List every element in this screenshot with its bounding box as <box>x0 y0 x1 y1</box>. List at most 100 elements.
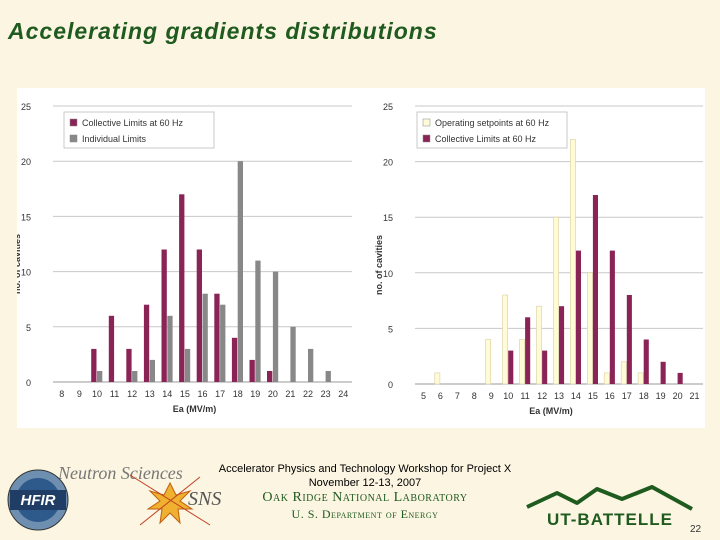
bar-individual-limits-19 <box>255 260 261 382</box>
bar-collective-limits-at-60-hz-13 <box>143 304 150 382</box>
x-axis-label: Ea (MV/m) <box>529 406 573 416</box>
footer-workshop: Accelerator Physics and Technology Works… <box>218 463 512 475</box>
legend: Collective Limits at 60 Hz Individual Lim… <box>63 111 215 149</box>
y-tick-label: 25 <box>383 102 393 112</box>
x-tick-label: 24 <box>338 389 348 399</box>
bar-operating-setpoints-at-60-hz-9 <box>485 339 492 385</box>
bar-collective-limits-at-60-hz-15 <box>592 195 598 384</box>
bar-collective-limits-at-60-hz-19 <box>660 361 666 384</box>
x-tick-label: 22 <box>303 389 313 399</box>
x-axis-label: Ea (MV/m) <box>173 404 217 414</box>
legend-label: Individual Limits <box>82 134 147 144</box>
x-tick-label: 14 <box>162 389 172 399</box>
x-tick-label: 18 <box>639 391 649 401</box>
legend-swatch <box>422 134 431 143</box>
charts-panel: 0 5 10 15 20 25 8 9 10 11 12 13 14 15 16 17 18 19 20 21 22 23… <box>17 88 705 428</box>
y-tick-label: 25 <box>21 102 31 112</box>
y-axis-label: no. of cavities <box>17 234 22 294</box>
bar-operating-setpoints-at-60-hz-6 <box>434 372 441 385</box>
bar-individual-limits-12 <box>132 371 138 382</box>
y-tick-label: 15 <box>21 212 31 222</box>
logos-left: HFIR SNS <box>7 469 221 531</box>
x-tick-label: 19 <box>656 391 666 401</box>
x-tick-label: 18 <box>233 389 243 399</box>
bar-collective-limits-at-60-hz-16 <box>196 249 202 382</box>
bar-collective-limits-at-60-hz-18 <box>231 337 238 382</box>
y-tick-label: 15 <box>383 213 393 223</box>
legend-label: Operating setpoints at 60 Hz <box>435 118 550 128</box>
x-tick-label: 12 <box>537 391 547 401</box>
x-tick-label: 5 <box>421 391 426 401</box>
legend: Operating setpoints at 60 Hz Collective L… <box>416 111 568 149</box>
x-tick-label: 7 <box>455 391 460 401</box>
y-tick-label: 20 <box>383 158 393 168</box>
bar-operating-setpoints-at-60-hz-12 <box>536 305 542 385</box>
y-tick-label: 0 <box>388 380 393 390</box>
page-number: 22 <box>690 524 702 535</box>
hfir-logo: HFIR <box>7 469 69 531</box>
bar-collective-limits-at-60-hz-12 <box>126 348 132 382</box>
x-tick-label: 15 <box>180 389 190 399</box>
bar-individual-limits-18 <box>237 161 243 382</box>
neutron-sciences-logo: Neutron Sciences <box>58 463 183 483</box>
x-tick-label: 12 <box>127 389 137 399</box>
bar-collective-limits-at-60-hz-14 <box>575 250 581 384</box>
bar-collective-limits-at-60-hz-13 <box>559 306 565 384</box>
y-tick-label: 10 <box>383 269 393 279</box>
bar-operating-setpoints-at-60-hz-10 <box>502 294 509 385</box>
x-tick-label: 11 <box>520 391 529 401</box>
bar-individual-limits-13 <box>149 359 155 382</box>
x-tick-label: 16 <box>197 389 207 399</box>
bar-individual-limits-10 <box>97 371 103 382</box>
bar-individual-limits-21 <box>290 326 296 382</box>
x-tick-label: 10 <box>92 389 102 399</box>
ut-battelle-logo-text: UT-BATTELLE <box>547 510 673 529</box>
lab-name: Oak Ridge National Laboratory <box>262 490 468 505</box>
bar-collective-limits-at-60-hz-17 <box>214 293 220 382</box>
bar-collective-limits-at-60-hz-10 <box>508 350 514 384</box>
y-axis-label: no. of cavities <box>374 235 384 295</box>
hfir-logo-text: HFIR <box>21 492 56 509</box>
bar-individual-limits-17 <box>220 304 226 382</box>
bar-individual-limits-15 <box>184 348 191 382</box>
legend-swatch <box>422 118 431 127</box>
y-tick-label: 5 <box>388 324 393 334</box>
footer-date: November 12-13, 2007 <box>308 477 422 489</box>
bar-individual-limits-20 <box>272 271 279 382</box>
bar-collective-limits-at-60-hz-11 <box>525 317 531 384</box>
bar-operating-setpoints-at-60-hz-16 <box>603 372 610 385</box>
x-tick-label: 17 <box>215 389 225 399</box>
y-tick-label: 20 <box>21 157 31 167</box>
x-tick-label: 9 <box>489 391 494 401</box>
bar-operating-setpoints-at-60-hz-13 <box>553 216 559 385</box>
y-tick-label: 10 <box>21 268 31 278</box>
legend-swatch <box>69 134 78 143</box>
x-tick-label: 21 <box>285 389 295 399</box>
bar-collective-limits-at-60-hz-16 <box>609 250 615 384</box>
bar-operating-setpoints-at-60-hz-11 <box>519 339 525 385</box>
legend-swatch <box>69 118 78 127</box>
bar-individual-limits-23 <box>325 371 331 382</box>
slide-title: Accelerating gradients distributions <box>8 18 438 44</box>
legend-label: Collective Limits at 60 Hz <box>82 118 184 128</box>
chart-left: 0 5 10 15 20 25 8 9 10 11 12 13 14 15 16 17 18 19 20 21 22 23… <box>17 102 352 414</box>
x-tick-label: 20 <box>268 389 278 399</box>
bar-collective-limits-at-60-hz-18 <box>643 339 649 384</box>
x-tick-label: 11 <box>110 389 119 399</box>
x-tick-label: 8 <box>472 391 477 401</box>
x-tick-label: 10 <box>503 391 513 401</box>
bar-individual-limits-16 <box>202 293 208 382</box>
bar-collective-limits-at-60-hz-10 <box>91 348 97 382</box>
ut-battelle-logo: UT-BATTELLE <box>526 485 693 529</box>
sns-logo-text: SNS <box>188 488 221 510</box>
bar-operating-setpoints-at-60-hz-18 <box>637 372 644 385</box>
bar-operating-setpoints-at-60-hz-15 <box>587 272 593 385</box>
x-tick-label: 19 <box>250 389 260 399</box>
y-tick-label: 0 <box>26 378 31 388</box>
legend-label: Collective Limits at 60 Hz <box>435 134 537 144</box>
x-tick-label: 20 <box>673 391 683 401</box>
chart-right: 0 5 10 15 20 25 5 6 7 8 9 10 11 12 13 14 15 16 17 18 19 20 21 E… <box>374 102 703 416</box>
x-tick-label: 21 <box>689 391 699 401</box>
x-tick-label: 14 <box>571 391 581 401</box>
x-tick-label: 6 <box>438 391 443 401</box>
